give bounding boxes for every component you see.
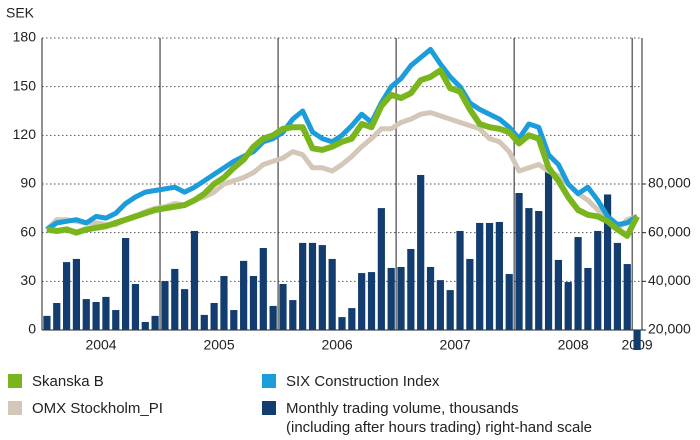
legend-item: SIX Construction Index [262, 372, 439, 391]
x-tick-label: 2004 [85, 337, 116, 350]
line [46, 67, 640, 239]
bar [220, 275, 228, 330]
bar [476, 222, 484, 330]
bar [141, 321, 149, 330]
bar [515, 193, 523, 330]
legend-label: OMX Stockholm_PI [32, 400, 163, 417]
bar [456, 230, 464, 330]
bar [554, 259, 562, 330]
bar [161, 281, 169, 330]
bar [230, 310, 238, 330]
bar [289, 300, 297, 330]
y-tick-label: 120 [13, 126, 37, 142]
bar [102, 296, 110, 330]
bar [633, 330, 641, 379]
bar [603, 194, 612, 330]
bar [505, 274, 513, 330]
bar [544, 166, 553, 330]
y-tick-label: 90 [20, 175, 36, 191]
x-tick-label: 2008 [558, 337, 589, 350]
legend-item: OMX Stockholm_PI [8, 399, 163, 418]
legend-item: Monthly trading volume, thousands (inclu… [262, 399, 592, 437]
legend-swatch [262, 374, 276, 388]
bar [535, 211, 543, 330]
bar [82, 299, 90, 330]
y-tick-label: 180 [13, 29, 37, 45]
y2-tick-label: 40,000 [648, 272, 691, 288]
y-tick-label: 0 [28, 321, 36, 337]
bar [328, 258, 336, 330]
bar [112, 310, 120, 330]
legend-swatch [8, 374, 22, 388]
bar [318, 245, 326, 330]
y-tick-label: 60 [20, 223, 36, 239]
x-tick-label: 2007 [440, 337, 471, 350]
bar [200, 314, 208, 330]
bar [594, 230, 602, 330]
bar [407, 248, 415, 330]
y2-tick-label: 20,000 [648, 321, 691, 337]
bar [564, 282, 572, 330]
legend-swatch [8, 401, 22, 415]
bar [269, 305, 277, 330]
bar [43, 315, 51, 330]
bar [299, 242, 307, 330]
bar [426, 266, 435, 330]
bar [495, 221, 503, 330]
y-tick-label: 30 [20, 272, 36, 288]
y-tick-label: 150 [13, 77, 37, 93]
bar [122, 238, 130, 330]
bar [377, 208, 385, 330]
y2-tick-label: 60,000 [648, 223, 691, 239]
bar [151, 315, 159, 330]
legend-label: Monthly trading volume, thousands (inclu… [286, 400, 592, 436]
bar [387, 267, 395, 330]
bar [181, 289, 189, 330]
legend-label: SIX Construction Index [286, 373, 440, 390]
bar [240, 260, 248, 330]
bar [249, 275, 258, 330]
bar [525, 208, 533, 330]
bar [446, 290, 454, 330]
bar [436, 280, 444, 330]
bar [417, 174, 425, 330]
bar [623, 264, 631, 330]
bar [171, 268, 179, 330]
line [45, 46, 639, 232]
y2-tick-label: 80,000 [648, 175, 691, 191]
bar [338, 317, 346, 330]
bar [259, 247, 267, 330]
legend-item: Skanska B [8, 372, 104, 391]
bar [62, 262, 71, 330]
chart: SEK 0 30 60 90 120 150 180 20,000 40,000 60,000 80… [6, 5, 691, 379]
legend-swatch [262, 401, 276, 415]
bar [72, 258, 81, 330]
bar [485, 222, 494, 330]
bar [358, 273, 366, 330]
bar [584, 267, 592, 330]
bar [53, 302, 61, 330]
bar [397, 266, 405, 330]
legend-label: Skanska B [32, 373, 104, 390]
bar [131, 284, 140, 330]
bar [613, 242, 622, 330]
bar [190, 230, 199, 330]
bar [210, 302, 218, 330]
bar [574, 237, 582, 330]
x-tick-label: 2005 [203, 337, 234, 350]
x-tick-label: 2006 [322, 337, 353, 350]
bar [279, 284, 287, 330]
bar [367, 272, 376, 330]
y-axis-label: SEK [6, 5, 35, 21]
bar [348, 308, 356, 330]
bar [466, 258, 474, 330]
bar [92, 302, 100, 330]
bar [308, 242, 317, 330]
